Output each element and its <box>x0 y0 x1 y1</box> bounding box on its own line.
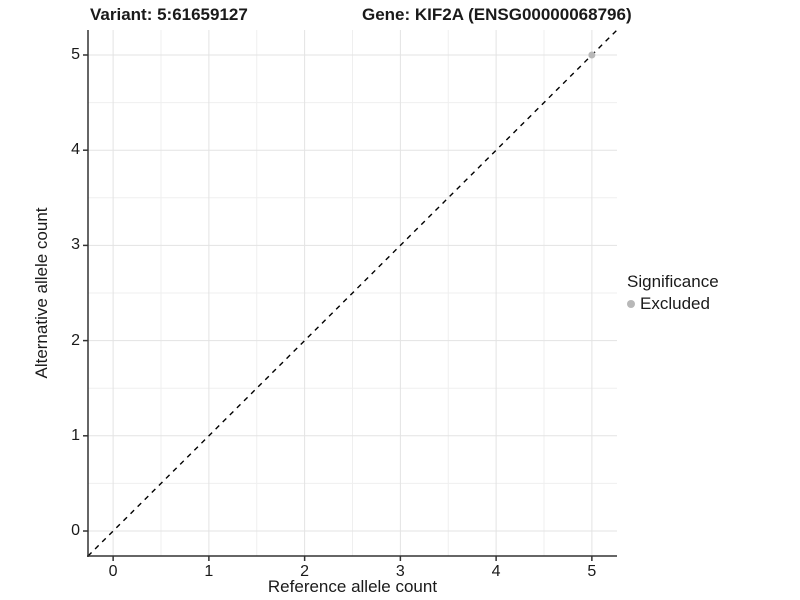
x-tick-label: 4 <box>491 563 501 580</box>
x-tick-label: 2 <box>300 563 310 580</box>
excluded-point-icon <box>627 300 635 308</box>
y-tick-label: 1 <box>71 426 80 444</box>
y-tick-label: 3 <box>71 236 80 254</box>
data-point-excluded <box>588 51 596 59</box>
legend-item-label: Excluded <box>640 294 710 313</box>
y-tick-label: 0 <box>71 522 80 539</box>
identity-dashed-line <box>87 29 618 557</box>
y-axis-title: Alternative allele count <box>32 207 51 379</box>
x-tick-label: 3 <box>395 563 405 580</box>
legend-title: Significance <box>627 272 719 291</box>
variant-title: Variant: 5:61659127 <box>90 5 248 24</box>
x-tick-label: 5 <box>587 563 597 580</box>
x-tick-label: 0 <box>108 563 118 580</box>
legend-item-excluded: Excluded <box>627 294 719 314</box>
legend: Significance Excluded <box>627 272 719 314</box>
y-tick-label: 4 <box>71 141 80 159</box>
gene-title: Gene: KIF2A (ENSG00000068796) <box>362 5 632 24</box>
x-axis-title: Reference allele count <box>267 577 438 596</box>
y-tick-label: 5 <box>71 45 80 63</box>
y-tick-label: 2 <box>71 331 80 349</box>
x-tick-label: 1 <box>204 563 214 580</box>
